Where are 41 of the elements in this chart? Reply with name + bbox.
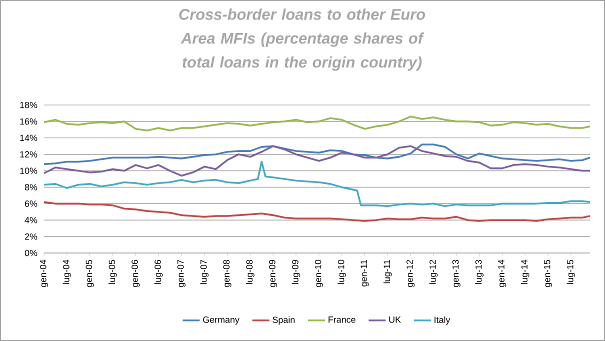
x-tick-label: gen-05 bbox=[86, 260, 94, 288]
x-tick-label: gen-14 bbox=[498, 260, 506, 288]
x-tick-label: lug-09 bbox=[292, 260, 300, 284]
x-tick-label: gen-12 bbox=[406, 260, 415, 288]
x-tick-label: lug-12 bbox=[429, 260, 438, 284]
x-tick-label: gen-07 bbox=[177, 260, 186, 288]
x-tick-label: lug-06 bbox=[154, 260, 163, 284]
x-tick-label: lug-05 bbox=[108, 260, 117, 284]
y-tick-label: 0% bbox=[24, 250, 38, 256]
legend-label: Italy bbox=[434, 316, 450, 325]
y-tick-label: 6% bbox=[24, 200, 38, 207]
y-tick-label: 10% bbox=[20, 168, 38, 174]
x-tick-label: gen-11 bbox=[360, 260, 369, 286]
legend-label: Spain bbox=[272, 316, 295, 325]
x-tick-label: lug-11 bbox=[383, 260, 392, 284]
line-series bbox=[43, 145, 591, 177]
y-tick-label: 12% bbox=[20, 151, 38, 158]
y-tick-label: 2% bbox=[24, 233, 38, 240]
x-tick-label: gen-08 bbox=[223, 260, 232, 288]
y-tick-label: 14% bbox=[20, 134, 38, 142]
x-tick-label: gen-04 bbox=[40, 260, 48, 288]
x-tick-label: lug-08 bbox=[246, 260, 254, 284]
y-tick-label: 8% bbox=[24, 184, 38, 190]
x-tick-label: lug-07 bbox=[200, 260, 209, 284]
x-tick-label: gen-10 bbox=[314, 260, 323, 288]
x-tick-label: lug-10 bbox=[338, 260, 346, 284]
x-tick-label: lug-04 bbox=[62, 260, 72, 284]
legend-label: UK bbox=[389, 316, 401, 323]
x-tick-label: lug-13 bbox=[475, 260, 484, 284]
x-tick-label: gen-06 bbox=[132, 260, 140, 288]
x-tick-label: gen-15 bbox=[544, 260, 552, 288]
y-tick-label: 18% bbox=[20, 102, 38, 108]
chart-title: Cross-border loans to other Euro Area MFIs (percentage shares of total loans in the origin country) bbox=[179, 8, 426, 71]
y-tick-label: 4% bbox=[24, 216, 38, 224]
y-tick-label: 16% bbox=[20, 118, 38, 125]
x-tick-label: lug-14 bbox=[520, 260, 530, 284]
x-tick-label: gen-13 bbox=[452, 260, 460, 288]
x-tick-label: gen-09 bbox=[269, 260, 278, 288]
legend-label: Germany bbox=[203, 316, 240, 325]
legend-label: France bbox=[328, 316, 356, 323]
x-tick-label: lug-15 bbox=[566, 260, 576, 284]
